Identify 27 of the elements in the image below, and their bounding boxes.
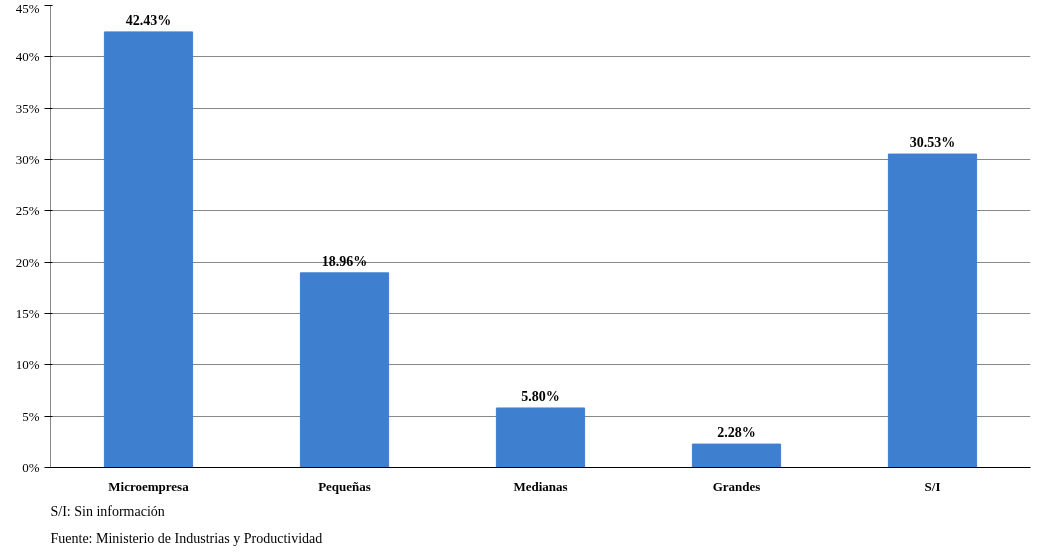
bar [299, 272, 390, 468]
x-tick-label: Medianas [513, 478, 568, 494]
y-tick-label: 45% [15, 0, 40, 16]
y-tick-label: 30% [15, 152, 40, 167]
y-tick-label: 20% [15, 254, 40, 270]
bar [103, 31, 194, 468]
data-label: 5.80% [521, 388, 560, 404]
y-tick-label: 0% [22, 460, 40, 475]
bar [887, 153, 978, 468]
y-tick-label: 35% [15, 100, 40, 116]
y-tick-label: 40% [15, 49, 40, 65]
data-label: 30.53% [909, 135, 956, 151]
y-tick-label: 5% [22, 408, 40, 424]
text: S/I: Sin información [50, 503, 165, 519]
bar [691, 443, 782, 468]
x-tick-label: Pequeñas [318, 478, 371, 494]
source-note: Fuente: Ministerio de Industrias y Productividad [50, 530, 323, 546]
bar [495, 407, 586, 468]
data-label: 18.96% [321, 253, 368, 269]
data-label: 42.43% [125, 12, 172, 28]
y-tick-label: 25% [15, 203, 40, 219]
data-label: 2.28% [717, 425, 756, 441]
x-tick-label: S/I [924, 478, 941, 494]
y-tick-label: 10% [15, 357, 40, 373]
y-tick-label: 15% [15, 306, 40, 321]
x-tick-label: Microempresa [108, 478, 190, 494]
x-tick-label: Grandes [712, 478, 761, 494]
